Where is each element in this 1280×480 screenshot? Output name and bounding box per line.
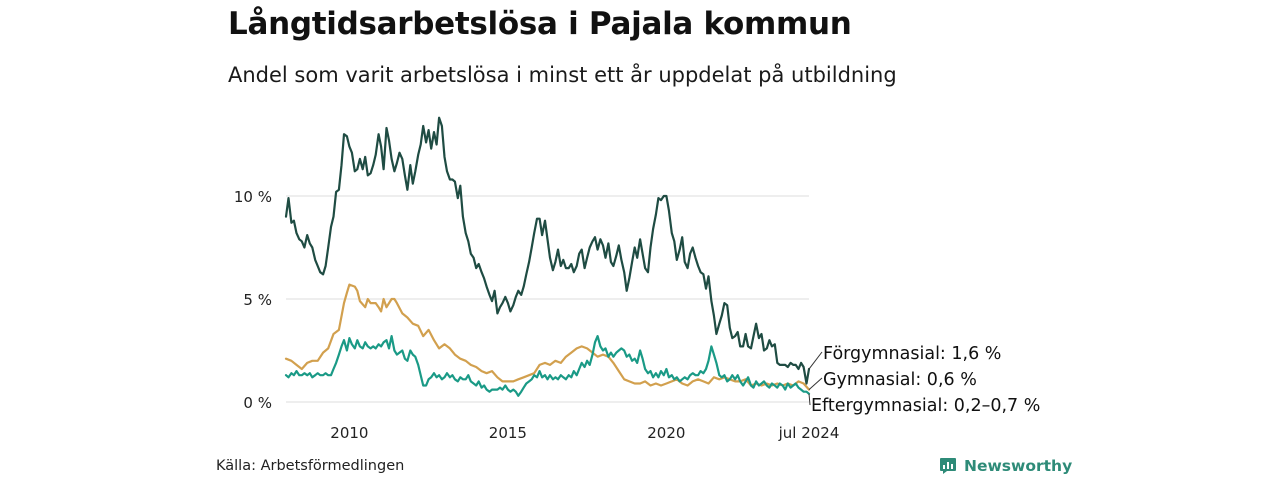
series-line-förgymnasial [284, 116, 811, 385]
brand-name: Newsworthy [964, 457, 1073, 475]
chart-subtitle: Andel som varit arbetslösa i minst ett å… [228, 63, 897, 87]
chart-title: Långtidsarbetslösa i Pajala kommun [228, 6, 852, 42]
x-tick-label: 2010 [330, 424, 368, 442]
series-end-label: Förgymnasial: 1,6 % [823, 344, 1001, 364]
leader-line [808, 393, 811, 406]
grid-lines [286, 195, 809, 403]
leader-line [808, 351, 823, 370]
x-tick-label: 2015 [489, 424, 527, 442]
y-tick-label: 10 % [234, 188, 272, 206]
y-tick-label: 0 % [243, 394, 272, 412]
brand-logo[interactable]: Newsworthy [938, 456, 1072, 476]
series-line-gymnasial [284, 283, 811, 391]
x-tick-label: 2020 [647, 424, 685, 442]
series-end-label: Eftergymnasial: 0,2–0,7 % [811, 396, 1040, 416]
series-line-eftergymnasial [284, 335, 811, 397]
series-end-labels: Förgymnasial: 1,6 % Gymnasial: 0,6 % Efter… [808, 344, 1040, 416]
chart-bubble-icon [940, 458, 956, 474]
leader-line [808, 377, 823, 391]
y-tick-label: 5 % [243, 291, 272, 309]
axis-tick-labels: 0 % 5 % 10 % 2010 2015 2020 jul 2024 [234, 188, 840, 442]
series-end-label: Gymnasial: 0,6 % [823, 370, 977, 390]
series-lines [284, 116, 811, 397]
source-note: Källa: Arbetsförmedlingen [216, 458, 405, 474]
x-tick-label: jul 2024 [778, 424, 840, 442]
